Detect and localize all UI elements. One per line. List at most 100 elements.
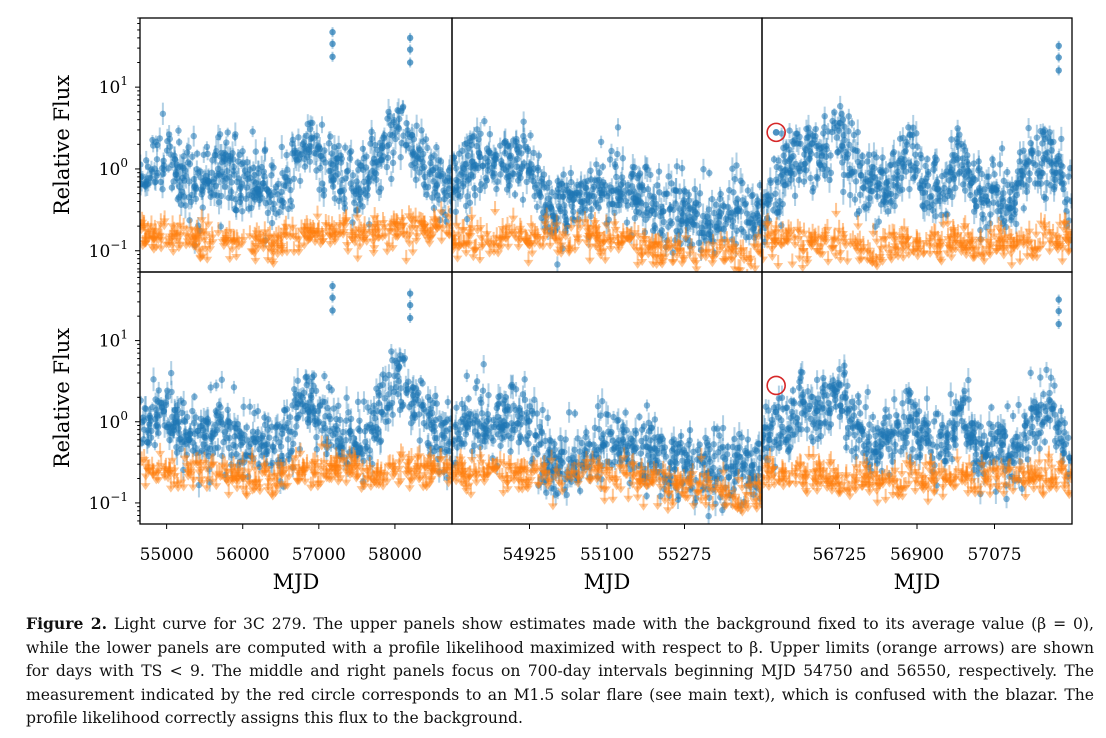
upper-limit-arrowhead [347,235,358,243]
upper-limit-arrowhead [805,239,816,247]
upper-limit-arrowhead [833,238,844,246]
upper-limit-arrowhead [525,240,536,248]
upper-limit-arrowhead [871,238,882,246]
detection-point [821,113,828,120]
upper-limit-arrowhead [595,252,606,260]
upper-limit-arrowhead [790,241,801,249]
detection-point [448,207,452,214]
detection-point [921,189,929,196]
detection-point [497,171,504,178]
detection-point [987,211,994,218]
upper-limit-arrowhead [612,234,623,242]
upper-limit-arrowhead [417,220,428,228]
upper-limit-arrowhead [275,235,286,243]
detection-point [268,219,276,227]
detection-point [855,207,863,215]
detection-point [399,103,407,110]
detection-point [469,173,477,180]
upper-limit-arrowhead [733,267,744,272]
detection-point [329,40,336,48]
detection-point [913,160,920,167]
detection-point [722,221,729,228]
detection-point [805,124,812,132]
upper-limit-arrowhead [419,228,430,236]
detection-point [511,191,519,198]
detection-point [395,125,403,132]
upper-limit-arrowhead [288,232,299,240]
detection-point [790,170,798,178]
upper-limit-arrowhead [305,226,316,234]
detection-point [757,199,762,206]
upper-limit-arrowhead [829,235,840,243]
upper-limit-arrowhead [219,237,230,245]
upper-limit-arrowhead [452,242,460,250]
upper-limit-arrowhead [218,243,229,251]
detection-point [585,233,592,241]
upper-limit-arrowhead [147,244,158,252]
upper-limit-arrowhead [288,249,299,257]
upper-limit-arrowhead [159,218,170,226]
detection-point [364,192,371,199]
detection-point [433,181,441,188]
detection-point [858,159,866,167]
detection-point [691,185,699,193]
upper-limit-arrowhead [554,237,565,245]
upper-limit-arrowhead [188,240,199,248]
upper-limit-arrowhead [605,245,616,253]
upper-limit-arrowhead [621,235,632,243]
upper-limit-arrowhead [624,237,635,245]
detection-point [871,164,878,172]
detection-point [680,205,687,213]
upper-limit-arrowhead [711,251,722,259]
upper-limit-arrowhead [550,236,561,244]
upper-limit-arrowhead [874,254,885,262]
detection-point [746,233,753,241]
detection-point [424,144,431,152]
detection-point [159,110,167,117]
detection-point [346,155,354,162]
detection-point [774,178,782,186]
upper-limit-arrowhead [367,238,378,246]
y-tick-base: 10 [99,78,121,98]
upper-limit-arrowhead [236,241,247,249]
upper-limit-arrowhead [404,213,415,221]
upper-limit-arrowhead [312,231,323,239]
detection-point [288,203,296,210]
upper-limit-arrowhead [884,232,895,240]
detection-point [810,184,817,192]
upper-limit-arrowhead [741,255,752,263]
upper-limit-arrowhead [564,248,575,256]
detection-point [599,163,607,170]
detection-point [929,206,937,214]
detection-point [464,152,472,159]
detection-point [147,174,155,182]
upper-limit-arrowhead [333,232,344,240]
detection-point [717,210,725,217]
upper-limit-arrowhead [563,245,574,253]
detection-point [1022,182,1030,190]
detection-point [340,187,348,194]
upper-limit-arrowhead [458,241,469,249]
upper-limit-arrowhead [585,243,596,251]
upper-limit-arrowhead [321,228,332,236]
upper-limit-arrowhead [769,238,780,246]
detection-point [305,148,313,156]
detection-point [166,135,174,143]
detection-point [705,206,713,213]
upper-limit-arrowhead [422,236,433,244]
upper-limit-arrowhead [934,242,945,250]
detection-point [1059,163,1066,170]
upper-limit-arrowhead [527,250,538,258]
detection-point [448,198,452,205]
upper-limit-arrowhead [847,238,858,246]
upper-limit-arrowhead [840,242,851,250]
detection-point [278,188,285,196]
upper-limit-arrowhead [755,250,762,258]
upper-limit-arrowhead [253,233,264,241]
upper-limit-arrowhead [175,232,186,240]
upper-limit-arrowhead [268,249,279,257]
upper-limit-arrowhead [655,259,666,267]
detection-point [1050,138,1057,146]
detection-point [884,208,892,215]
upper-limit-arrowhead [616,241,627,249]
